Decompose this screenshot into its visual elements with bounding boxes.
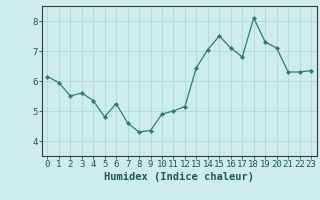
X-axis label: Humidex (Indice chaleur): Humidex (Indice chaleur) bbox=[104, 172, 254, 182]
